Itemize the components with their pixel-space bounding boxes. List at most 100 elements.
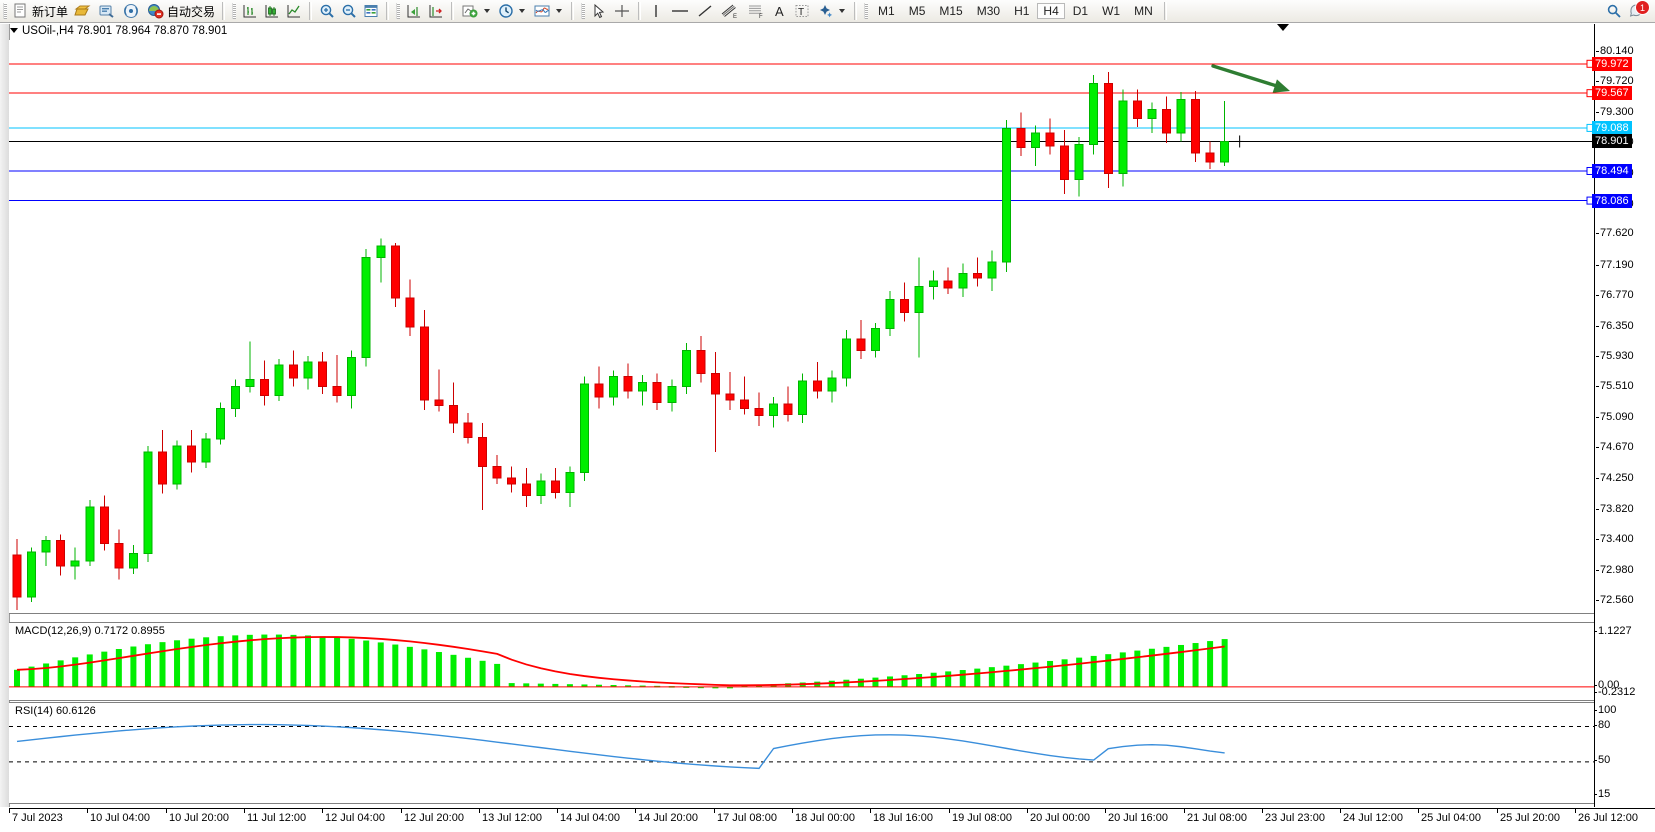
main-toolbar[interactable]: 新订单 自动交易 [0, 0, 1655, 23]
folder-icon [74, 3, 92, 19]
resistance-label-2[interactable]: 79.567 [1592, 86, 1632, 101]
chevron-down-icon-2[interactable] [519, 9, 526, 13]
rsi-pane[interactable]: RSI(14) 60.6126 [9, 702, 1595, 804]
chart-shift-icon [406, 3, 422, 19]
candlestick-chart-button[interactable] [261, 1, 283, 21]
price-tick: 72.560 [1596, 594, 1634, 607]
chevron-down-icon-3[interactable] [556, 9, 563, 13]
timeframe-h4[interactable]: H4 [1037, 3, 1065, 19]
expert-advisor-button[interactable] [71, 1, 95, 21]
alerts-button[interactable]: 1 [1625, 0, 1650, 21]
zoom-in-button[interactable] [316, 1, 338, 21]
support-label-1[interactable]: 78.494 [1592, 163, 1632, 178]
time-tick-label: 25 Jul 04:00 [1421, 812, 1481, 824]
auto-scroll-button[interactable] [425, 1, 447, 21]
chevron-down-icon[interactable] [484, 9, 491, 13]
time-tick-mark [1340, 809, 1341, 813]
current-price-label[interactable]: 78.901 [1592, 134, 1632, 149]
signals-button[interactable] [119, 1, 143, 21]
price-tick: 79.300 [1596, 105, 1634, 118]
vertical-line-icon [648, 3, 664, 19]
chevron-down-icon-4[interactable] [839, 9, 846, 13]
toolbar-separator-3 [386, 2, 390, 20]
time-tick-mark [1497, 809, 1498, 813]
timeframe-mn[interactable]: MN [1134, 4, 1153, 18]
price-tick: 76.770 [1596, 289, 1634, 302]
timeframe-m30[interactable]: M30 [976, 4, 1001, 18]
svg-text:A: A [775, 4, 784, 19]
time-tick-label: 7 Jul 2023 [12, 812, 63, 824]
time-tick-mark [1262, 809, 1263, 813]
fibonacci-button[interactable]: F [743, 1, 769, 21]
cursor-icon [591, 3, 607, 19]
price-tick: 77.190 [1596, 258, 1634, 271]
text-label-button[interactable]: T [791, 1, 813, 21]
data-window-button[interactable] [360, 1, 382, 21]
shapes-icon [816, 3, 834, 19]
timeframe-h1[interactable]: H1 [1014, 4, 1030, 18]
horizontal-line-button[interactable] [667, 1, 693, 21]
price-tick: 75.090 [1596, 410, 1634, 423]
time-tick-mark [244, 809, 245, 813]
auto-scroll-icon [428, 3, 444, 19]
trendline-button[interactable] [693, 1, 717, 21]
time-tick-mark [479, 809, 480, 813]
toolbar-grip-3[interactable] [396, 3, 401, 19]
timeframe-m15[interactable]: M15 [939, 4, 963, 18]
support-label-2[interactable]: 78.086 [1592, 193, 1632, 208]
svg-text:E: E [733, 14, 737, 19]
cyan-level-label[interactable]: 79.088 [1592, 120, 1632, 135]
macd-canvas [9, 634, 1595, 689]
price-chart-canvas[interactable] [9, 40, 1595, 613]
time-tick-mark [714, 809, 715, 813]
time-tick-label: 25 Jul 20:00 [1500, 812, 1560, 824]
crosshair-button[interactable] [610, 1, 634, 21]
timeframe-w1[interactable]: W1 [1102, 4, 1121, 18]
candlestick-icon [264, 3, 280, 19]
metaeditor-button[interactable] [95, 1, 119, 21]
text-button[interactable]: A [769, 1, 791, 21]
chart-menu-caret-icon[interactable] [10, 28, 18, 34]
price-pane[interactable] [9, 40, 1595, 614]
price-tick: 77.620 [1596, 227, 1634, 240]
grid-icon [363, 3, 379, 19]
templates-button[interactable] [530, 1, 567, 21]
toolbar-grip-5[interactable] [864, 3, 869, 19]
time-scale[interactable]: 7 Jul 2023 10 Jul 04:00 10 Jul 20:00 11 Jul… [9, 808, 1655, 832]
macd-pane[interactable]: MACD(12,26,9) 0.7172 0.8955 [9, 622, 1595, 701]
shapes-button[interactable] [813, 1, 850, 21]
cursor-button[interactable] [588, 1, 610, 21]
time-tick-label: 20 Jul 16:00 [1108, 812, 1168, 824]
chart-window[interactable]: USOil-,H4 78.901 78.964 78.870 78.901 MA… [0, 23, 1655, 832]
period-button[interactable] [495, 1, 530, 21]
price-tick: 72.980 [1596, 563, 1634, 576]
time-tick-label: 10 Jul 20:00 [169, 812, 229, 824]
timeframe-m1[interactable]: M1 [878, 4, 895, 18]
add-indicator-button[interactable] [458, 1, 495, 21]
toolbar-grip-2[interactable] [232, 3, 237, 19]
zoom-out-button[interactable] [338, 1, 360, 21]
fibonacci-icon: F [746, 3, 766, 20]
search-button[interactable] [1603, 1, 1625, 21]
resistance-label-1[interactable]: 79.972 [1592, 56, 1632, 71]
toolbar-grip[interactable] [3, 3, 7, 19]
timeframe-d1[interactable]: D1 [1072, 4, 1089, 18]
time-tick-mark [1575, 809, 1576, 813]
autotrading-button[interactable]: 自动交易 [143, 1, 218, 21]
shift-end-button[interactable] [403, 1, 425, 21]
toolbar-grip-4[interactable] [581, 3, 586, 19]
macd-scale-label: 0.00 [1593, 678, 1620, 691]
rsi-scale: 100 80 50 15 [1593, 702, 1655, 802]
bar-chart-button[interactable] [239, 1, 261, 21]
line-chart-button[interactable] [283, 1, 305, 21]
line-chart-icon [286, 3, 302, 19]
equidistant-channel-button[interactable]: E [717, 1, 743, 21]
new-order-label: 新订单 [32, 4, 69, 19]
vertical-line-button[interactable] [645, 1, 667, 21]
new-order-button[interactable]: 新订单 [10, 1, 71, 21]
autotrading-label: 自动交易 [167, 4, 216, 19]
alerts-count-badge: 1 [1635, 0, 1650, 15]
time-tick-mark [401, 809, 402, 813]
time-tick-mark [1105, 809, 1106, 813]
timeframe-m5[interactable]: M5 [908, 4, 926, 18]
